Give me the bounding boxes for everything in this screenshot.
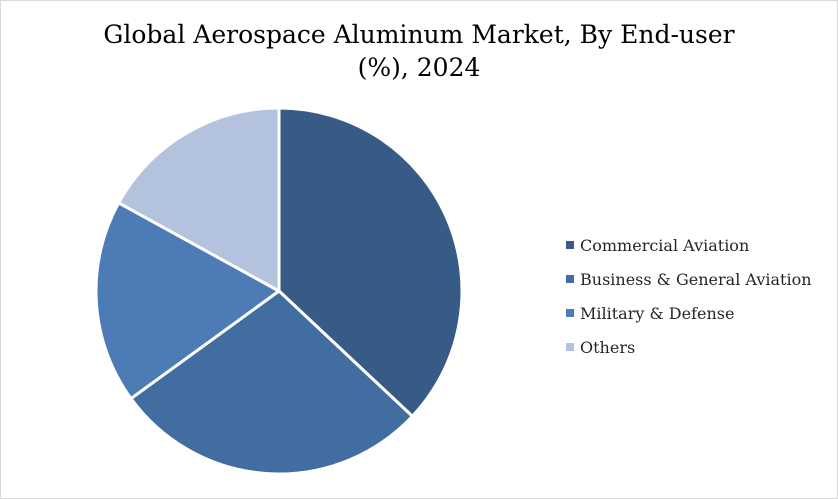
legend-item: Business & General Aviation — [566, 262, 812, 296]
pie-slice-commercial-aviation — [277, 106, 464, 418]
legend-label: Others — [580, 337, 636, 357]
legend-swatch — [566, 309, 574, 317]
pie-slice-business-general-aviation — [129, 289, 414, 476]
legend-label: Commercial Aviation — [580, 235, 750, 255]
legend-label: Military & Defense — [580, 303, 735, 323]
chart-title-line-2: (%), 2024 — [357, 53, 481, 82]
legend-label: Business & General Aviation — [580, 269, 812, 289]
chart-legend: Commercial Aviation Business & General Av… — [566, 228, 812, 364]
legend-swatch — [566, 275, 574, 283]
legend-item: Others — [566, 330, 812, 364]
legend-swatch — [566, 241, 574, 249]
pie-slice-others — [117, 106, 281, 293]
legend-item: Military & Defense — [566, 296, 812, 330]
legend-swatch — [566, 343, 574, 351]
legend-item: Commercial Aviation — [566, 228, 812, 262]
chart-title-line-1: Global Aerospace Aluminum Market, By End… — [103, 20, 735, 49]
pie-slice-military-defense — [94, 201, 281, 401]
chart-title: Global Aerospace Aluminum Market, By End… — [0, 18, 838, 84]
